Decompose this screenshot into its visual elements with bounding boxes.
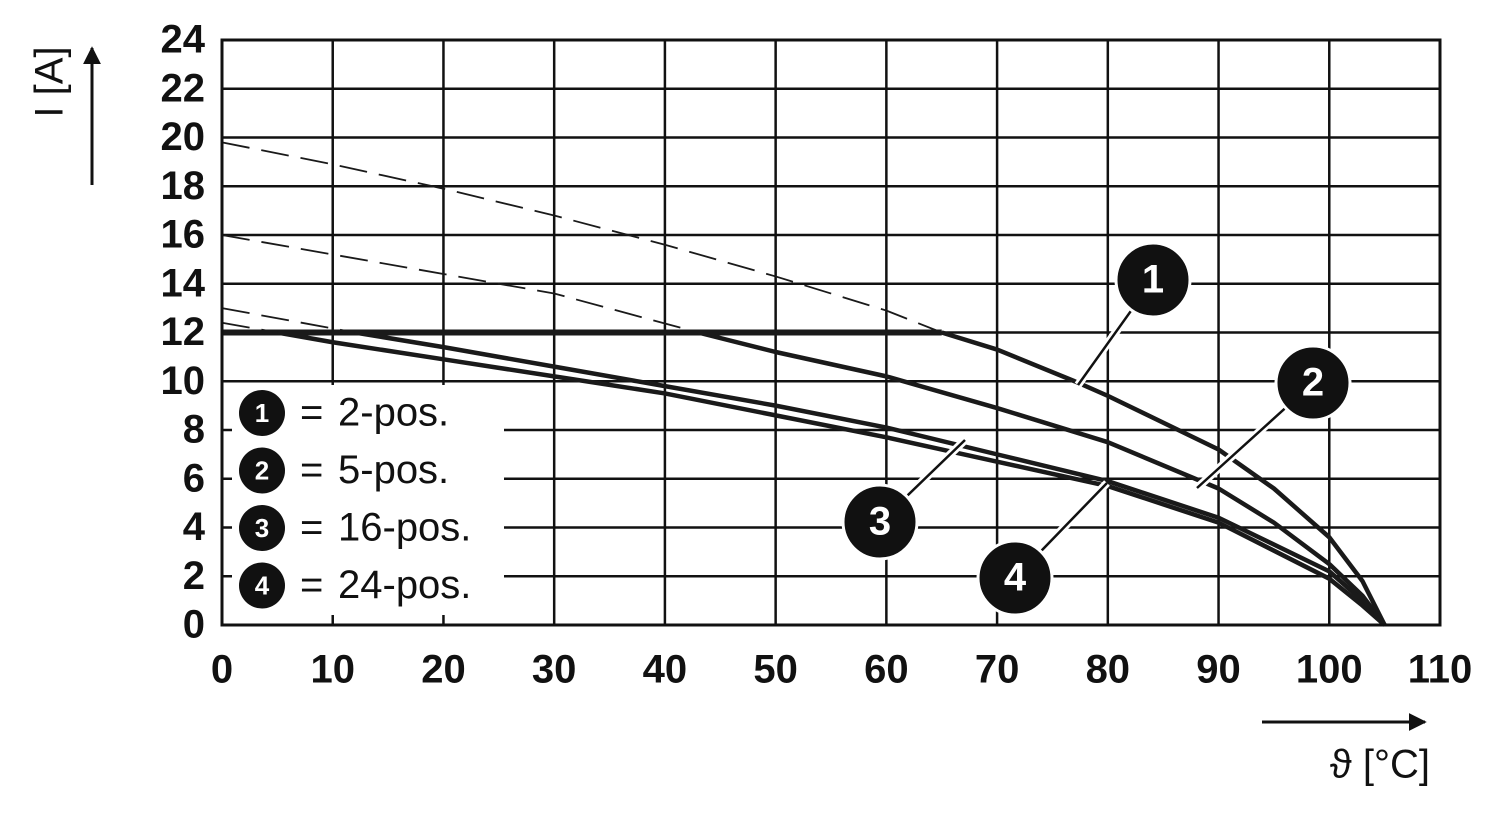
curve <box>276 330 1387 627</box>
y-tick-label: 14 <box>161 261 206 305</box>
legend-marker <box>239 390 285 436</box>
dashed-curve <box>221 141 943 334</box>
y-tick-label: 4 <box>183 505 206 549</box>
x-axis-label: ϑ [°C] <box>1330 743 1430 787</box>
y-tick-label: 18 <box>161 164 206 208</box>
curve <box>941 330 1387 627</box>
legend-marker <box>239 562 285 609</box>
y-axis-label: I [A] <box>28 46 72 117</box>
x-tick-label: 110 <box>1408 648 1473 692</box>
curve <box>354 330 1387 627</box>
plot-frame <box>220 38 1442 627</box>
dashed-curve <box>221 321 278 334</box>
y-tick-label: 6 <box>183 456 205 500</box>
legend-label: 24-pos. <box>338 563 471 607</box>
x-tick-label: 60 <box>864 648 909 692</box>
legend-separator: = <box>300 391 323 435</box>
legend-label: 5-pos. <box>338 448 449 492</box>
curve <box>697 330 1387 627</box>
legend-label: 16-pos. <box>338 506 471 550</box>
x-tick-label: 0 <box>211 648 233 692</box>
callout-circle <box>841 483 919 561</box>
callout-circle <box>1274 344 1352 422</box>
y-tick-label: 2 <box>183 554 205 598</box>
legend-separator: = <box>300 448 323 492</box>
legend-marker <box>239 505 285 551</box>
x-tick-label: 80 <box>1086 648 1131 692</box>
dashed-curve <box>221 307 356 334</box>
x-tick-label: 100 <box>1296 648 1363 692</box>
y-tick-label: 8 <box>183 408 205 452</box>
callout-number: 1 <box>1142 258 1164 302</box>
x-tick-label: 30 <box>532 648 577 692</box>
callout-number: 2 <box>1302 361 1324 405</box>
callout-number: 3 <box>869 500 891 544</box>
callout-circle <box>976 539 1054 617</box>
x-tick-label: 20 <box>421 648 466 692</box>
legend-marker-number: 1 <box>255 398 269 428</box>
x-tick-label: 40 <box>643 648 688 692</box>
y-tick-label: 24 <box>161 18 206 62</box>
dashed-curve <box>221 234 699 334</box>
legend-label: 2-pos. <box>338 391 449 435</box>
callout-circle <box>1114 241 1192 319</box>
y-tick-label: 22 <box>161 66 206 110</box>
legend-separator: = <box>300 563 323 607</box>
x-tick-label: 50 <box>753 648 798 692</box>
y-tick-label: 10 <box>161 359 206 403</box>
y-tick-label: 0 <box>183 603 205 647</box>
legend-marker-number: 4 <box>255 570 270 600</box>
legend-separator: = <box>300 506 323 550</box>
x-tick-label: 70 <box>975 648 1020 692</box>
y-tick-label: 12 <box>161 310 206 354</box>
y-tick-label: 16 <box>161 213 206 257</box>
legend-marker <box>239 447 285 494</box>
y-tick-label: 20 <box>161 115 206 159</box>
legend-marker-number: 3 <box>255 513 269 543</box>
legend-marker-number: 2 <box>255 455 269 485</box>
x-tick-label: 90 <box>1196 648 1241 692</box>
callout-number: 4 <box>1004 556 1027 600</box>
x-tick-label: 10 <box>310 648 355 692</box>
